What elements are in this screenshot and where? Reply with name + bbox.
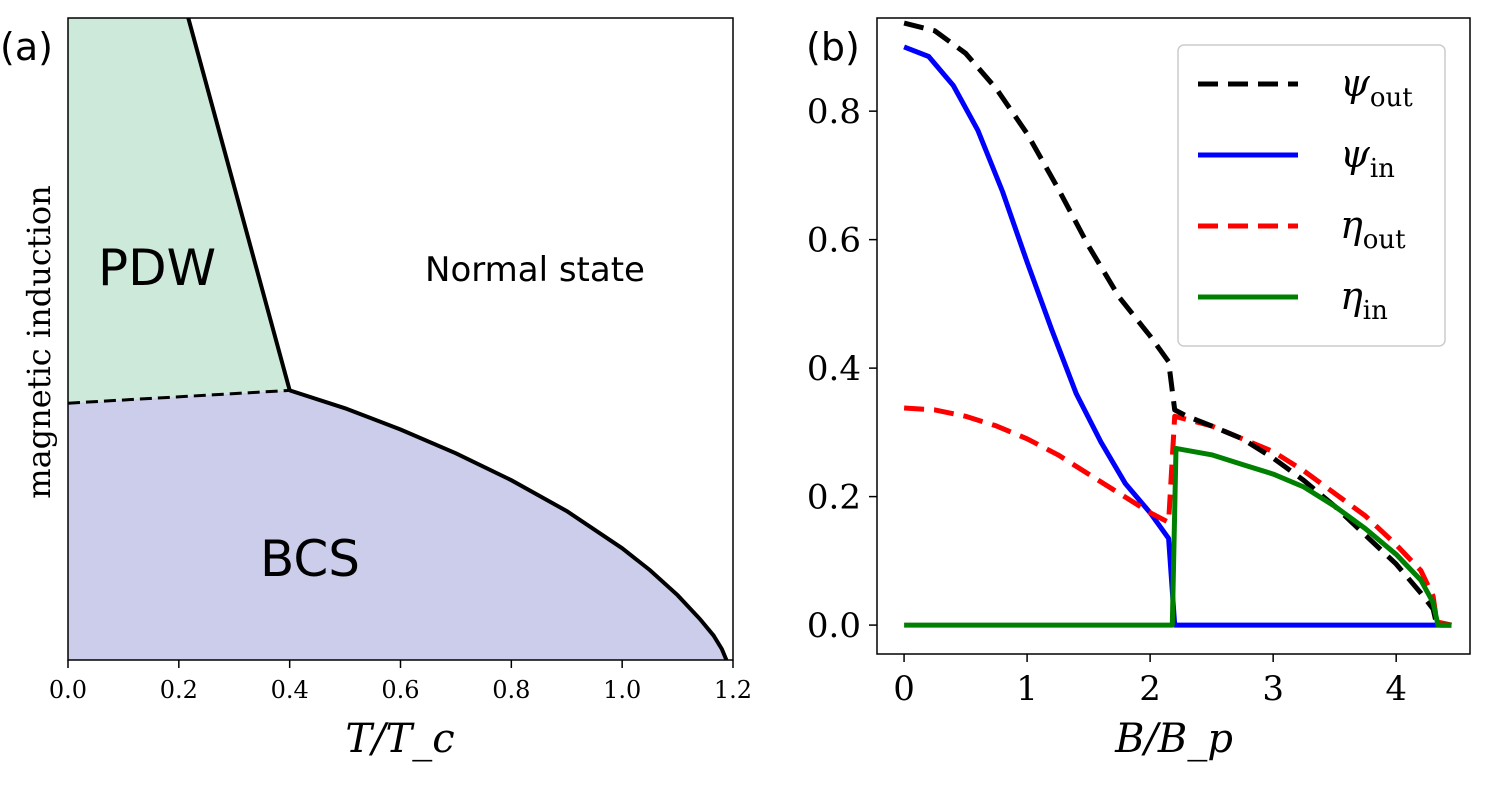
x-tick-label: 0 (893, 669, 915, 709)
pdw-normal-boundary (186, 17, 292, 391)
y-tick-label: 0.0 (807, 606, 861, 646)
bcs-region (68, 390, 727, 660)
panel-label: (a) (0, 25, 53, 69)
legend-label: ηout (1340, 203, 1406, 255)
legend-label: ηin (1340, 274, 1388, 326)
series-group (903, 20, 1453, 628)
bcs-normal-boundary (289, 388, 729, 661)
x-tick-label: 0.8 (492, 676, 530, 704)
x-tick-label: 1 (1016, 669, 1038, 709)
legend-label: ψin (1340, 132, 1395, 184)
y-tick-label: 0.8 (807, 92, 861, 132)
legend-label: ψout (1340, 61, 1413, 113)
panel-b: 0 1 2 3 4 0.0 0.2 0.4 0.6 0.8 ψout ψin ηout ηin (b)… (806, 17, 1471, 762)
x-tick-label: 4 (1385, 669, 1407, 709)
x-tick-label: 3 (1262, 669, 1284, 709)
panel-a: 0.0 0.2 0.4 0.6 0.8 1.0 1.2 (a) PDW Normal sta… (0, 17, 752, 762)
x-tick-label: 0.0 (49, 676, 87, 704)
panel-label: (b) (806, 25, 860, 69)
x-tick-label: 2 (1139, 669, 1161, 709)
y-axis-ticks: 0.0 0.2 0.4 0.6 0.8 (807, 92, 877, 646)
x-axis-ticks: 0.0 0.2 0.4 0.6 0.8 1.0 1.2 (49, 660, 752, 704)
x-axis-label: B/B_p (1114, 716, 1233, 762)
pdw-bcs-boundary (67, 388, 290, 405)
y-axis-label: magnetic induction (20, 185, 58, 498)
legend-box (1177, 44, 1446, 347)
series-line (903, 405, 1453, 628)
x-tick-label: 0.4 (271, 676, 309, 704)
plot-frame (876, 17, 1471, 655)
y-tick-label: 0.6 (807, 221, 861, 261)
series-line (904, 445, 1452, 628)
region-label-normal: Normal state (425, 250, 645, 290)
y-tick-label: 0.4 (807, 349, 861, 389)
legend: ψout ψin ηout ηin (1177, 44, 1446, 347)
pdw-region (68, 18, 290, 404)
x-tick-label: 0.2 (160, 676, 198, 704)
x-tick-label: 1.0 (603, 676, 641, 704)
series-line (903, 20, 1452, 628)
region-label-bcs: BCS (260, 530, 360, 588)
x-axis-label: T/T_c (345, 716, 454, 762)
y-tick-label: 0.2 (807, 478, 861, 518)
legend-items: ψout ψin ηout ηin (1198, 61, 1413, 326)
x-tick-label: 0.6 (381, 676, 419, 704)
region-label-pdw: PDW (98, 239, 216, 297)
x-axis-ticks: 0 1 2 3 4 (893, 654, 1407, 709)
x-tick-label: 1.2 (714, 676, 752, 704)
